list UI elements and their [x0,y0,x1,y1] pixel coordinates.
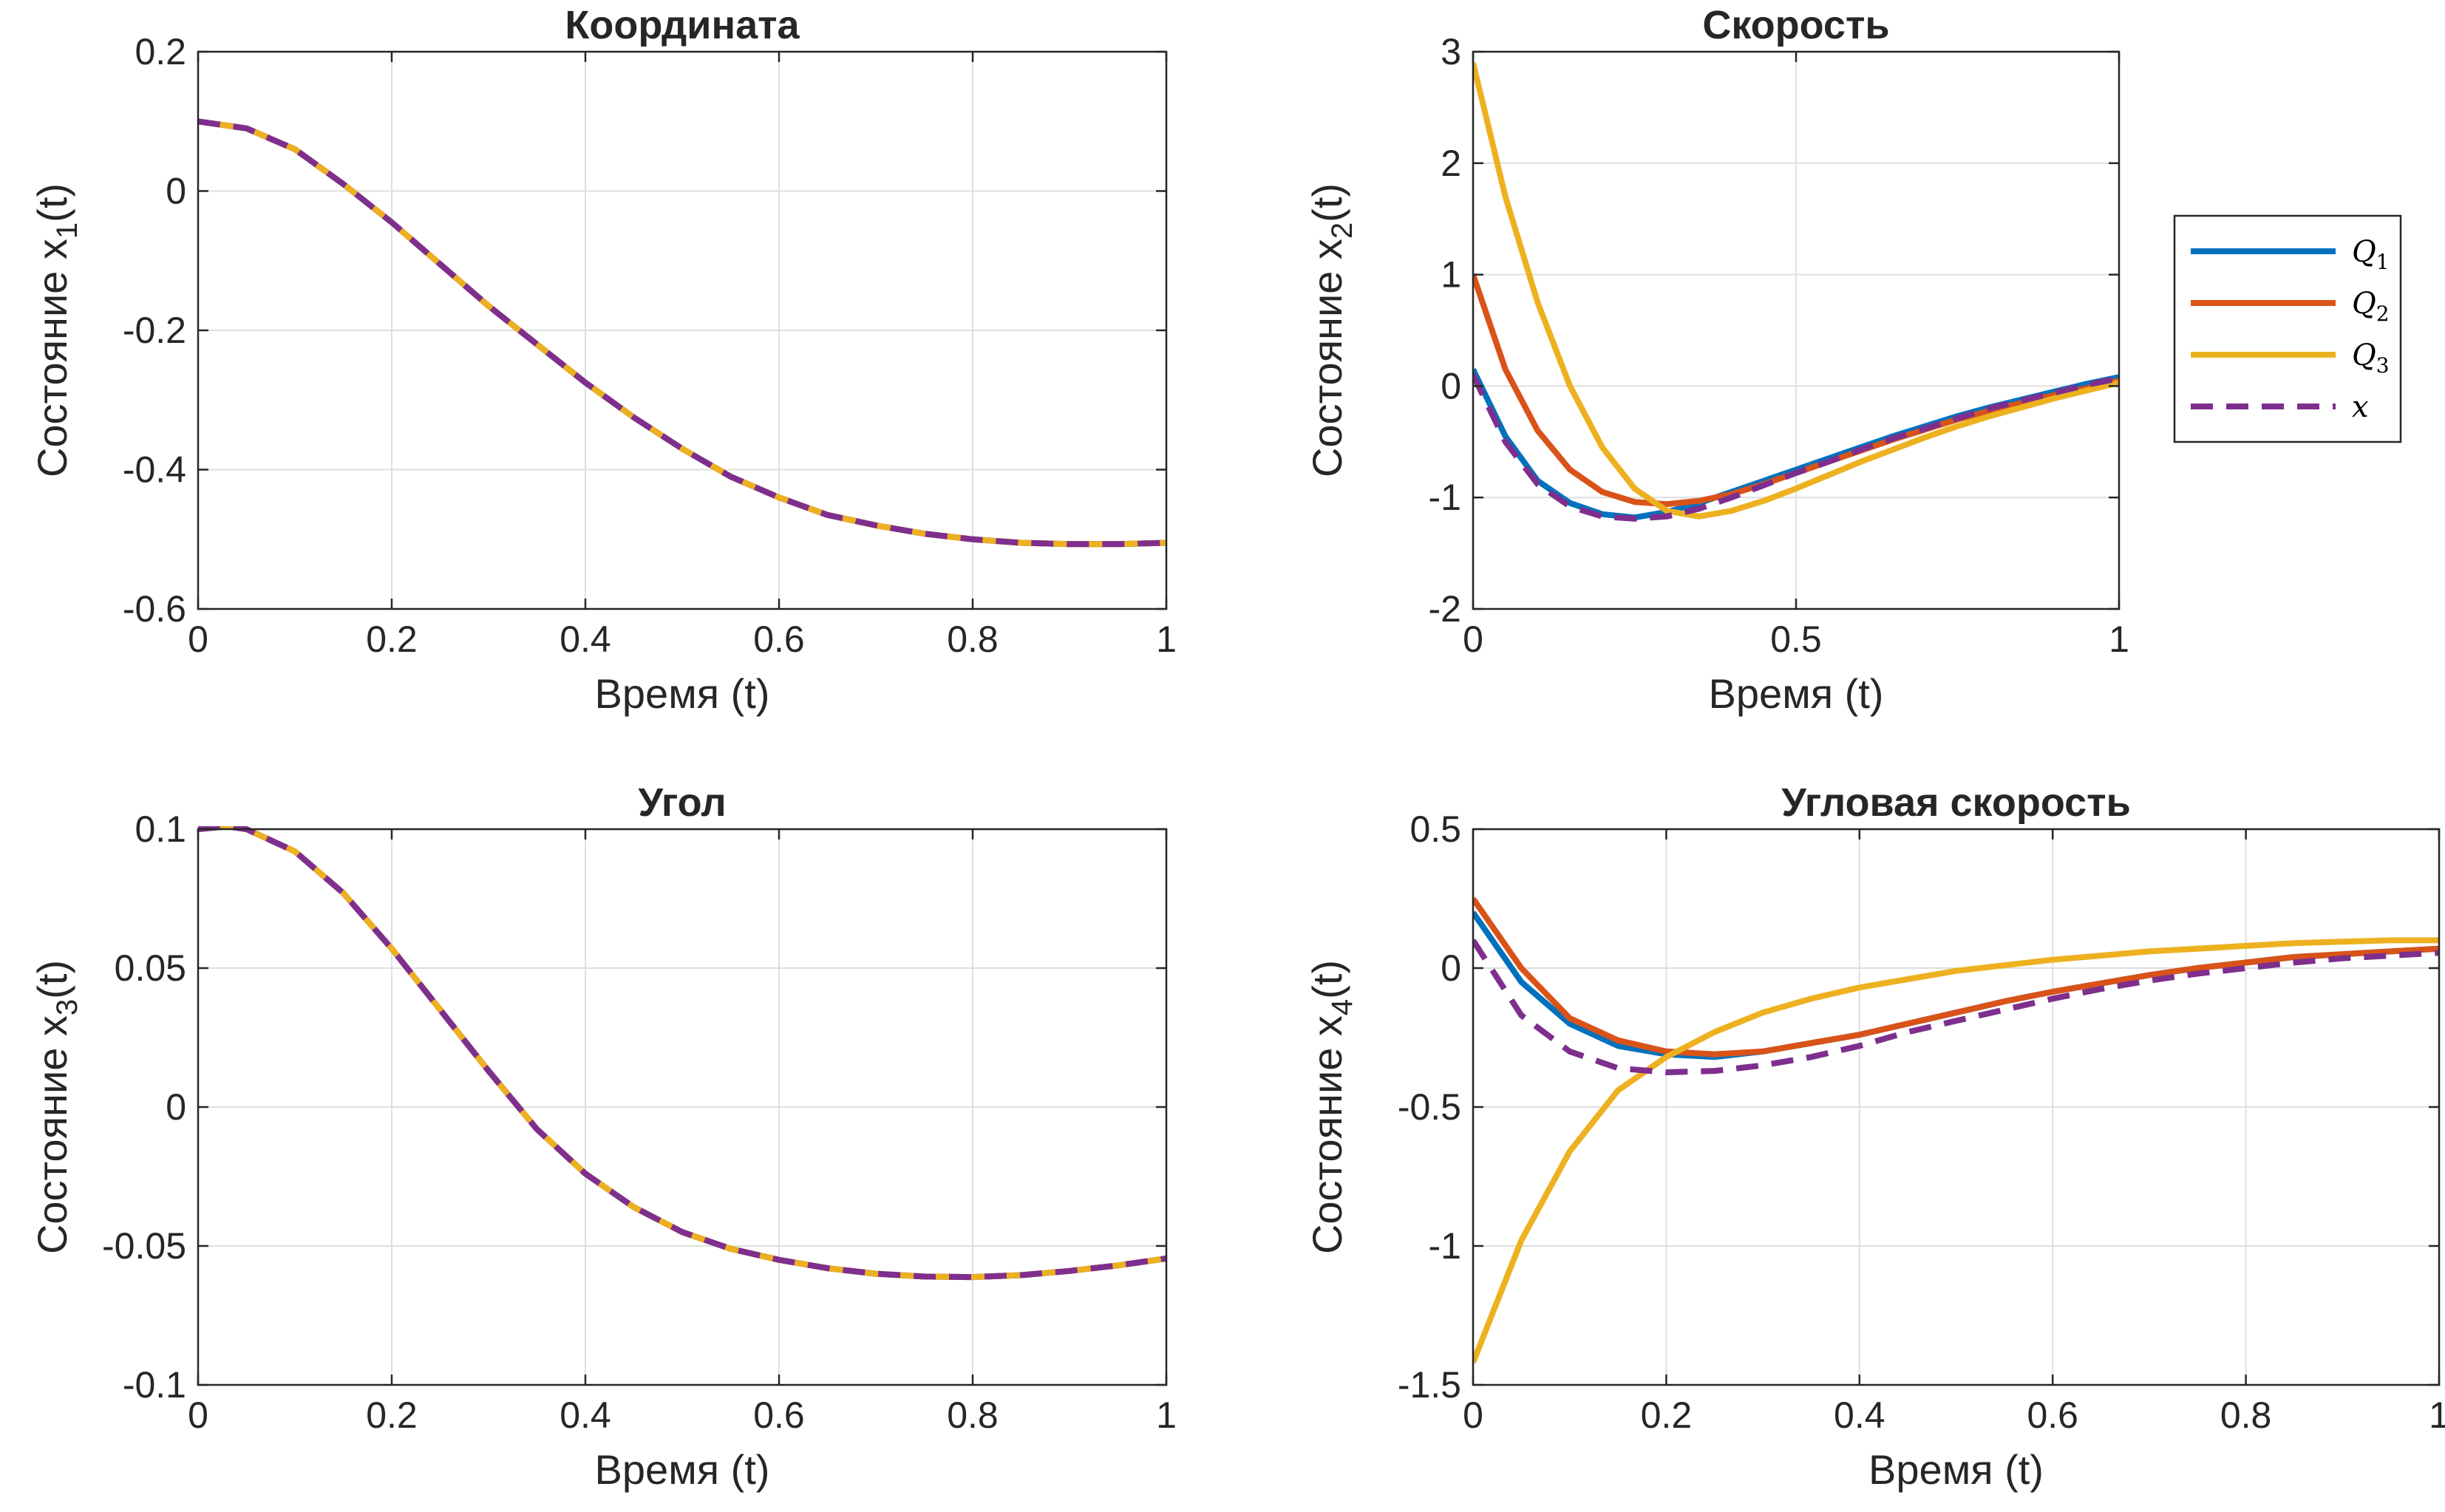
y-tick-label: -1 [1429,1225,1461,1267]
chart-title: Угловая скорость [1781,780,2131,825]
x-tick-label: 0.6 [753,619,805,660]
y-tick-label: 0.5 [1409,808,1461,850]
x-axis-label: Время (t) [595,1446,770,1493]
y-tick-label: -0.1 [123,1364,186,1406]
subplot-3: 0 0.2 0.4 0.6 0.8 1 -0.1 -0.05 0 0.05 0.1 Угол Время… [29,780,1177,1493]
series-line-q3 [1473,62,2119,520]
x-tick-label: 1 [2429,1394,2445,1436]
y-tick-label: 0 [1441,947,1461,989]
x-tick-label: 0.4 [560,1394,611,1436]
x-tick-label: 0.2 [366,1394,418,1436]
chart-title: Координата [565,3,800,47]
chart-title: Скорость [1702,3,1889,47]
y-tick-label: 0 [166,1086,186,1128]
legend: Q1 Q2 Q3 x [2173,214,2402,443]
series-line-x [198,826,1166,1281]
x-tick-label: 0.2 [366,619,418,660]
x-tick-label: 1 [2109,619,2129,660]
x-tick-label: 0.2 [1641,1394,1693,1436]
y-tick-label: -1.5 [1398,1364,1461,1406]
y-axis-label: Состояние x1(t) [29,183,84,477]
x-tick-label: 0.8 [947,619,999,660]
y-tick-label: 2 [1441,143,1461,184]
x-tick-label: 0.8 [2220,1394,2272,1436]
y-tick-label: 3 [1441,31,1461,72]
series-line-x [1473,939,2439,1075]
x-tick-label: 0 [188,619,208,660]
subplot-2: 0 0.5 1 -2 -1 0 1 2 3 Скорость Время (t) Состояние … [1304,3,2129,717]
x-tick-label: 0.6 [753,1394,805,1436]
x-tick-label: 0 [1463,619,1483,660]
x-tick-label: 0.8 [947,1394,999,1436]
y-tick-label: 1 [1441,254,1461,296]
x-tick-label: 0 [1463,1394,1483,1436]
subplot-1: 0 0.2 0.4 0.6 0.8 1 -0.6 -0.4 -0.2 0 0.2 Координата… [29,3,1177,717]
y-axis-label: Состояние x3(t) [29,960,84,1254]
chart-title: Угол [638,780,726,825]
legend-label-x: x [2352,390,2369,424]
x-tick-label: 0.4 [560,619,611,660]
legend-label-q2: Q2 [2352,287,2390,326]
y-tick-label: 0.2 [135,31,186,72]
y-tick-label: -2 [1429,588,1461,630]
y-tick-label: 0 [166,171,186,212]
y-tick-label: -1 [1429,477,1461,518]
x-tick-label: 0.6 [2027,1394,2078,1436]
x-tick-label: 0.5 [1770,619,1822,660]
x-axis-label: Время (t) [1709,670,1884,717]
series-line-q1 [1473,368,2119,521]
y-tick-label: -0.2 [123,310,186,351]
x-tick-label: 1 [1156,619,1177,660]
y-tick-label: 0.05 [115,947,186,989]
x-axis-label: Время (t) [595,670,770,717]
y-tick-label: -0.5 [1398,1086,1461,1128]
series-line-q3 [1473,937,2439,1364]
y-tick-label: 0.1 [135,808,186,850]
y-axis-label: Состояние x4(t) [1304,960,1358,1254]
y-tick-label: 0 [1441,365,1461,406]
x-tick-label: 0.4 [1834,1394,1885,1436]
x-tick-label: 0 [188,1394,208,1436]
x-axis-label: Время (t) [1868,1446,2044,1493]
series-line-x [198,118,1166,548]
legend-label-q1: Q1 [2352,235,2390,274]
y-tick-label: -0.05 [102,1225,186,1267]
series-line-x [1473,373,2119,522]
y-tick-label: -0.4 [123,449,186,491]
y-tick-label: -0.6 [123,588,186,630]
subplot-4: 0 0.2 0.4 0.6 0.8 1 -1.5 -1 -0.5 0 0.5 Угловая скор… [1304,780,2445,1493]
series-line-q2 [1473,896,2439,1058]
x-tick-label: 1 [1156,1394,1177,1436]
y-axis-label: Состояние x2(t) [1304,183,1358,477]
legend-label-q3: Q3 [2352,338,2390,378]
